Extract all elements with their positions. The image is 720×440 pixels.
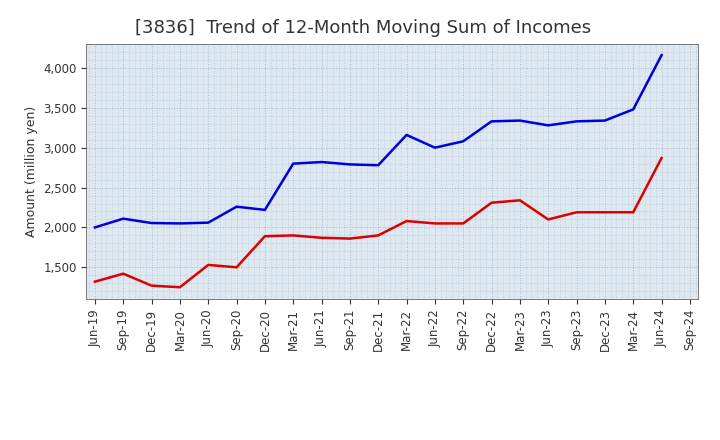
Net Income (289, 233, 297, 238)
Net Income (431, 221, 439, 226)
Net Income (572, 209, 581, 215)
Ordinary Income (176, 221, 184, 226)
Net Income (261, 234, 269, 239)
Legend: Ordinary Income, Net Income: Ordinary Income, Net Income (233, 439, 552, 440)
Net Income (346, 236, 354, 241)
Net Income (204, 262, 212, 268)
Text: [3836]  Trend of 12-Month Moving Sum of Incomes: [3836] Trend of 12-Month Moving Sum of I… (135, 19, 592, 37)
Ordinary Income (119, 216, 127, 221)
Net Income (600, 209, 609, 215)
Ordinary Income (516, 118, 524, 123)
Net Income (629, 209, 637, 215)
Ordinary Income (148, 220, 156, 226)
Line: Net Income: Net Income (95, 158, 662, 287)
Net Income (318, 235, 326, 240)
Net Income (91, 279, 99, 284)
Y-axis label: Amount (million yen): Amount (million yen) (24, 106, 37, 237)
Net Income (544, 217, 552, 222)
Ordinary Income (657, 52, 666, 58)
Line: Ordinary Income: Ordinary Income (95, 55, 662, 227)
Net Income (516, 198, 524, 203)
Net Income (459, 221, 467, 226)
Net Income (119, 271, 127, 276)
Ordinary Income (487, 119, 496, 124)
Ordinary Income (91, 225, 99, 230)
Ordinary Income (318, 159, 326, 165)
Ordinary Income (544, 123, 552, 128)
Ordinary Income (204, 220, 212, 225)
Net Income (402, 218, 411, 224)
Ordinary Income (233, 204, 241, 209)
Ordinary Income (261, 207, 269, 213)
Ordinary Income (459, 139, 467, 144)
Net Income (657, 155, 666, 161)
Ordinary Income (374, 162, 382, 168)
Net Income (148, 283, 156, 288)
Ordinary Income (431, 145, 439, 150)
Net Income (374, 233, 382, 238)
Ordinary Income (346, 162, 354, 167)
Net Income (487, 200, 496, 205)
Ordinary Income (572, 119, 581, 124)
Ordinary Income (629, 107, 637, 112)
Ordinary Income (600, 118, 609, 123)
Net Income (176, 285, 184, 290)
Ordinary Income (402, 132, 411, 138)
Ordinary Income (289, 161, 297, 166)
Net Income (233, 265, 241, 270)
